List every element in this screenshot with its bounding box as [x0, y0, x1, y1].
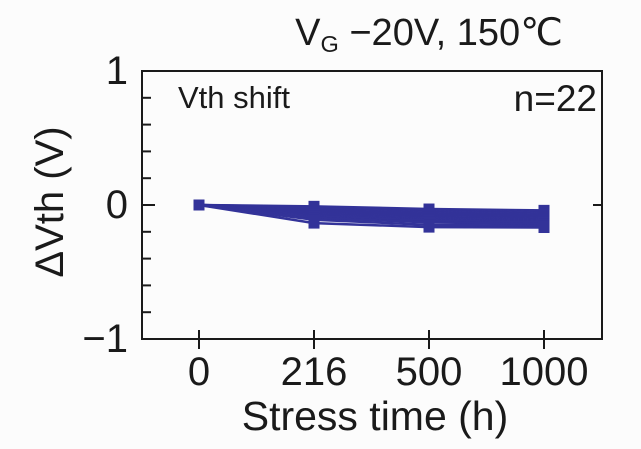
title-vg-subscript: G: [320, 30, 339, 57]
x-tick-label-0: 0: [187, 350, 211, 394]
series-line: [198, 203, 545, 229]
annotation-sample-count: n=22: [513, 78, 597, 119]
data-point-marker: [308, 217, 320, 229]
data-point-marker: [423, 221, 435, 233]
x-axis-label: Stress time (h): [241, 393, 509, 439]
y-tick-label-minus-1: −1: [82, 317, 128, 361]
annotation-vth-shift: Vth shift: [178, 80, 290, 115]
title-vg-symbol: V: [295, 12, 321, 54]
chart-title: VG −20V, 150℃: [295, 12, 563, 55]
series-line: [198, 203, 545, 228]
title-conditions: −20V, 150℃: [338, 12, 563, 54]
data-point-marker: [538, 222, 550, 234]
y-tick-label-1: 1: [105, 49, 128, 93]
y-axis-label: ΔVth (V): [28, 126, 72, 278]
x-tick-label-216: 216: [280, 350, 348, 394]
data-point-marker: [193, 199, 205, 211]
y-tick-label-0: 0: [105, 183, 128, 227]
x-tick-label-1000: 1000: [499, 350, 589, 394]
x-tick-label-500: 500: [395, 350, 463, 394]
